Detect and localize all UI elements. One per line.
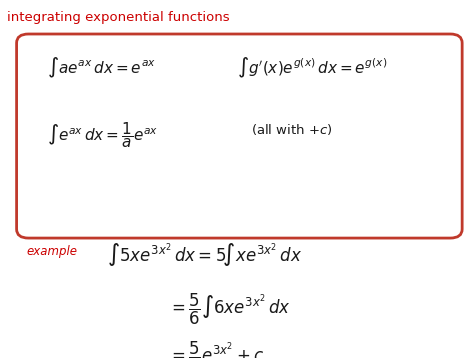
Text: integrating exponential functions: integrating exponential functions bbox=[7, 11, 230, 24]
FancyBboxPatch shape bbox=[17, 34, 462, 238]
Text: $\int ae^{ax}\,dx = e^{ax}$: $\int ae^{ax}\,dx = e^{ax}$ bbox=[47, 55, 156, 79]
Text: $\int e^{ax}\,dx = \dfrac{1}{a}e^{ax}$: $\int e^{ax}\,dx = \dfrac{1}{a}e^{ax}$ bbox=[47, 120, 159, 150]
Text: (all with $+ c$): (all with $+ c$) bbox=[251, 122, 333, 137]
Text: $= \dfrac{5}{6}e^{3x^2} + c$: $= \dfrac{5}{6}e^{3x^2} + c$ bbox=[168, 340, 264, 358]
Text: $\int 5xe^{3x^2}\,dx = 5\!\int xe^{3x^2}\,dx$: $\int 5xe^{3x^2}\,dx = 5\!\int xe^{3x^2}… bbox=[107, 242, 302, 270]
Text: $= \dfrac{5}{6}\int 6xe^{3x^2}\,dx$: $= \dfrac{5}{6}\int 6xe^{3x^2}\,dx$ bbox=[168, 292, 291, 327]
Text: example: example bbox=[26, 245, 77, 258]
Text: $\int g'(x)e^{g(x)}\,dx = e^{g(x)}$: $\int g'(x)e^{g(x)}\,dx = e^{g(x)}$ bbox=[237, 55, 387, 79]
